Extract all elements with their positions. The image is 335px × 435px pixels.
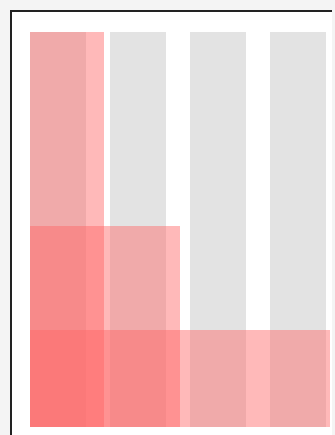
red-overlay-tall (30, 32, 104, 427)
grey-column-4 (270, 32, 326, 427)
grey-column-2 (110, 32, 166, 427)
canvas-panel (10, 10, 332, 435)
grey-column-3 (190, 32, 246, 427)
red-overlay-medium (30, 226, 180, 427)
grey-column-1 (30, 32, 86, 427)
red-overlay-wide (30, 330, 330, 427)
